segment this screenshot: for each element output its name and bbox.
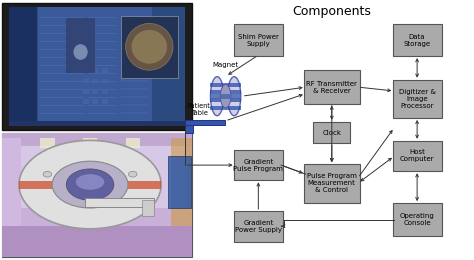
Bar <box>126 138 140 148</box>
Bar <box>92 99 98 104</box>
FancyBboxPatch shape <box>234 211 283 242</box>
Bar <box>9 121 185 126</box>
Bar <box>9 6 185 126</box>
FancyBboxPatch shape <box>313 122 350 144</box>
Bar <box>83 89 89 94</box>
Bar <box>85 198 154 207</box>
Bar <box>83 138 97 148</box>
Ellipse shape <box>126 23 173 70</box>
Bar <box>102 79 108 83</box>
Text: Patient
Table: Patient Table <box>188 103 210 116</box>
Bar <box>92 68 98 73</box>
Text: RF Transmitter
& Receiver: RF Transmitter & Receiver <box>306 81 357 94</box>
Bar <box>40 138 55 148</box>
Bar <box>2 226 192 257</box>
Bar <box>142 200 154 216</box>
Bar <box>168 156 191 208</box>
Ellipse shape <box>43 171 52 177</box>
Ellipse shape <box>73 44 88 60</box>
Bar <box>66 18 95 73</box>
Text: Digitizer &
Image
Processor: Digitizer & Image Processor <box>399 89 436 109</box>
Text: Operating
Console: Operating Console <box>400 213 435 226</box>
FancyBboxPatch shape <box>304 164 360 203</box>
Ellipse shape <box>228 77 241 116</box>
Bar <box>2 3 192 130</box>
Text: Shim Power
Supply: Shim Power Supply <box>238 34 279 47</box>
FancyBboxPatch shape <box>234 150 283 180</box>
Bar <box>83 79 89 83</box>
Text: Data
Storage: Data Storage <box>403 34 431 47</box>
Bar <box>9 6 37 126</box>
Bar <box>19 181 161 188</box>
Ellipse shape <box>19 140 161 229</box>
Ellipse shape <box>66 169 114 200</box>
Bar <box>2 133 192 146</box>
Bar <box>9 121 185 126</box>
Bar <box>102 68 108 73</box>
Text: Clock: Clock <box>322 129 341 136</box>
FancyBboxPatch shape <box>392 203 441 236</box>
FancyBboxPatch shape <box>392 141 441 171</box>
Bar <box>210 83 241 87</box>
Text: Magnet: Magnet <box>212 62 239 68</box>
Bar <box>185 125 193 133</box>
Text: Host
Computer: Host Computer <box>400 150 434 162</box>
Ellipse shape <box>220 84 231 108</box>
FancyBboxPatch shape <box>392 80 441 118</box>
FancyBboxPatch shape <box>234 24 283 56</box>
Bar <box>153 6 185 126</box>
Bar <box>92 89 98 94</box>
Ellipse shape <box>76 174 104 190</box>
Bar <box>171 138 192 226</box>
Bar <box>2 133 192 257</box>
Ellipse shape <box>52 161 128 208</box>
Bar <box>102 89 108 94</box>
Bar <box>210 94 241 99</box>
Bar <box>121 16 178 78</box>
Bar <box>9 138 185 208</box>
Ellipse shape <box>210 77 224 116</box>
Ellipse shape <box>128 171 137 177</box>
Text: Gradient
Pulse Program: Gradient Pulse Program <box>233 159 283 172</box>
Bar <box>210 106 241 110</box>
Bar <box>185 120 225 125</box>
Text: Components: Components <box>292 5 371 18</box>
Bar <box>2 138 21 226</box>
Text: Gradient
Power Supply: Gradient Power Supply <box>235 220 282 233</box>
Bar <box>38 6 152 126</box>
FancyBboxPatch shape <box>392 24 441 56</box>
Bar <box>83 99 89 104</box>
Bar <box>92 79 98 83</box>
Text: Pulse Program
Measurement
& Control: Pulse Program Measurement & Control <box>307 173 357 193</box>
FancyBboxPatch shape <box>304 70 360 104</box>
Bar <box>210 90 241 94</box>
Bar <box>210 98 241 102</box>
Bar <box>102 99 108 104</box>
Ellipse shape <box>131 30 167 64</box>
Bar <box>83 68 89 73</box>
